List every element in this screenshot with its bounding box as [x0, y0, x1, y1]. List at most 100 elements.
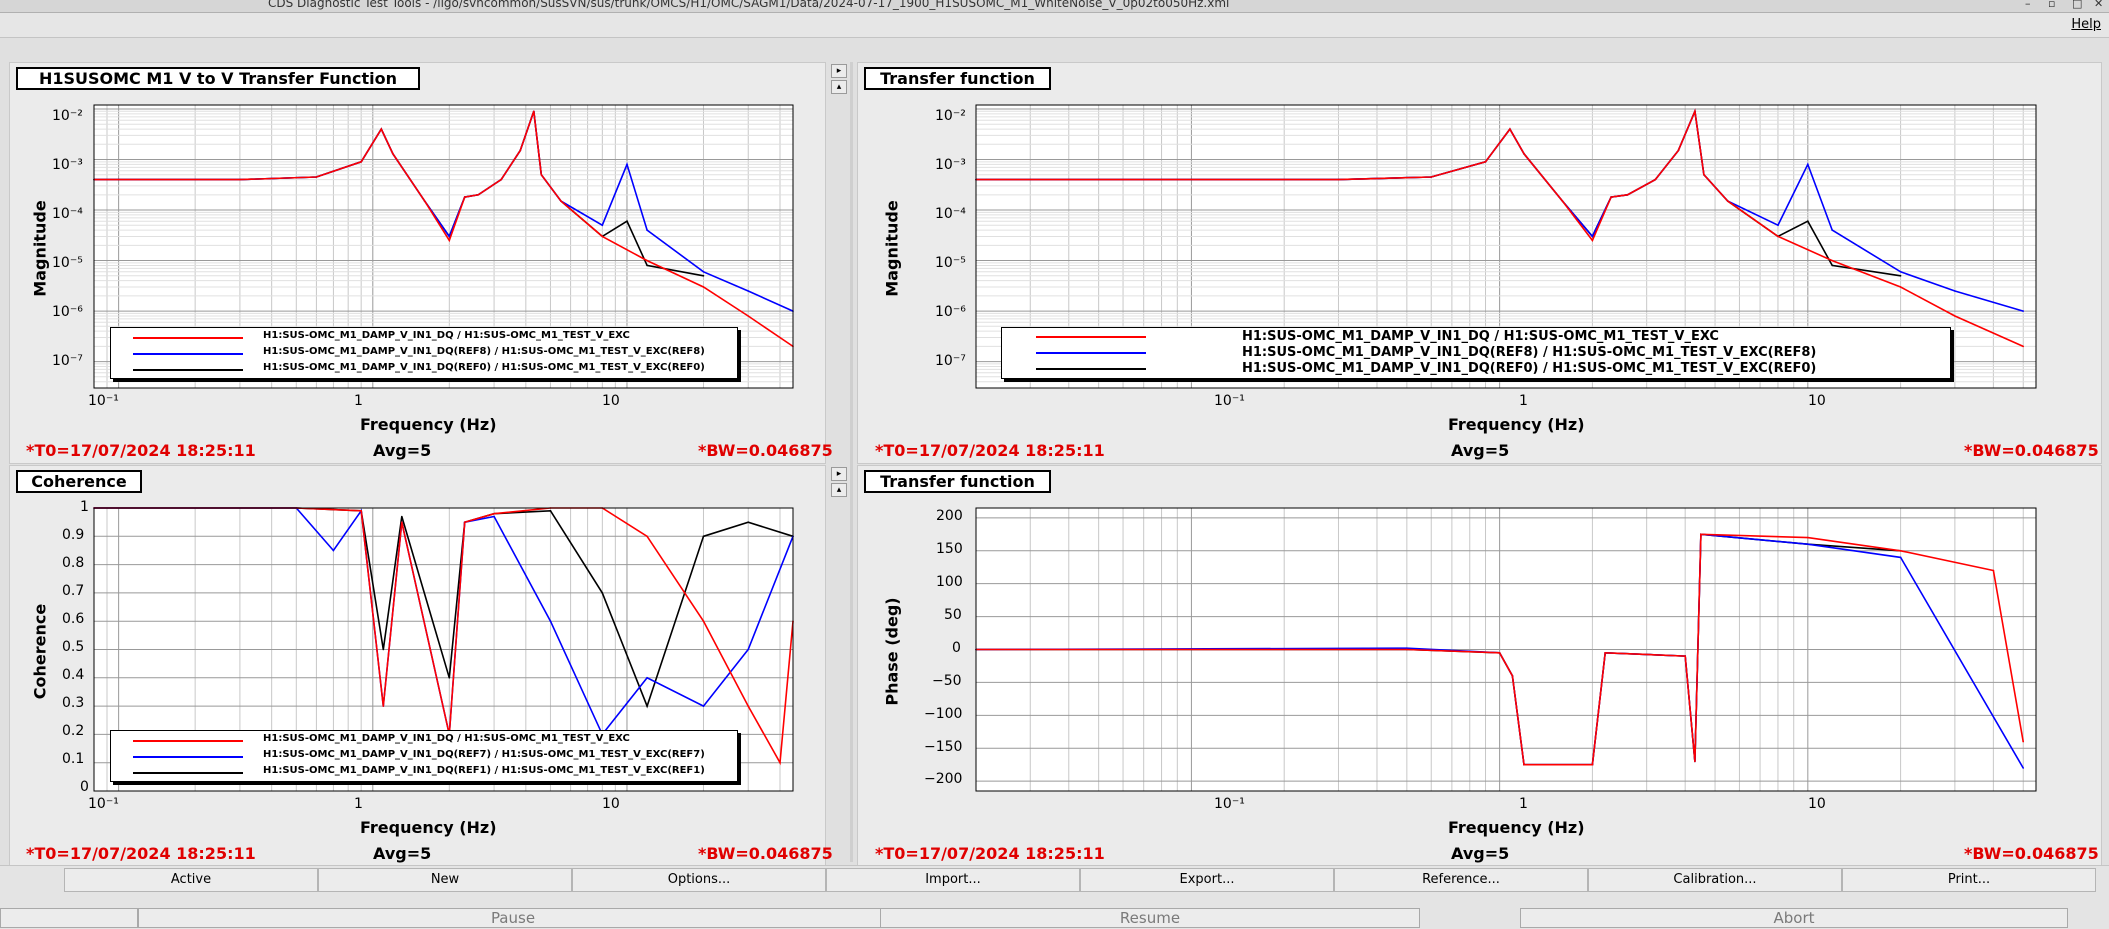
y-tick-label: 0.6 — [62, 611, 85, 627]
avg-label: Avg=5 — [1451, 844, 1510, 863]
data-point-black — [646, 705, 648, 707]
data-point-red — [401, 521, 403, 523]
y-tick-label: 10⁻⁵ — [52, 255, 83, 271]
tf-magnitude-panel: H1SUSOMC M1 V to V Transfer Function H1:… — [9, 62, 833, 464]
data-point-blue — [549, 620, 552, 622]
splitter-right-arrow-bottom[interactable]: ▸ — [831, 467, 847, 481]
splitter-up-arrow-bottom[interactable]: ▴ — [831, 483, 847, 497]
import-button[interactable]: Import... — [826, 868, 1080, 892]
y-tick-label: 10⁻⁴ — [52, 206, 83, 222]
maximize-icon[interactable]: □ — [2072, 0, 2083, 10]
data-point-black — [646, 264, 648, 267]
legend-swatch-black — [133, 772, 243, 774]
data-point-red — [360, 510, 363, 512]
data-point-red — [779, 761, 781, 764]
data-point-red — [500, 178, 503, 181]
data-point-red — [1484, 161, 1487, 163]
data-point-black — [1899, 275, 1902, 277]
data-point-red — [1511, 675, 1514, 677]
data-point-red — [646, 535, 648, 538]
data-point-red — [1406, 648, 1408, 651]
data-point-red — [315, 176, 318, 178]
x-tick-label: 10⁻¹ — [88, 796, 119, 812]
data-point-red — [382, 705, 385, 707]
y-tick-label: 10⁻² — [935, 108, 966, 124]
reference-button[interactable]: Reference... — [1334, 868, 1588, 892]
splitter-up-arrow-top[interactable]: ▴ — [831, 80, 847, 94]
y-tick-label: 10⁻³ — [935, 157, 966, 173]
legend-entry: H1:SUS-OMC_M1_DAMP_V_IN1_DQ / H1:SUS-OMC… — [263, 330, 630, 341]
data-point-red — [1523, 153, 1525, 155]
calibration-button[interactable]: Calibration... — [1588, 868, 1842, 892]
data-point-red — [1430, 176, 1432, 178]
t0-label: *T0=17/07/2024 18:25:11 — [26, 441, 256, 460]
y-axis-label: Magnitude — [882, 200, 902, 297]
chart-legend: H1:SUS-OMC_M1_DAMP_V_IN1_DQ / H1:SUS-OMC… — [110, 327, 738, 379]
data-point-red — [540, 173, 543, 176]
y-tick-label: 200 — [936, 508, 963, 524]
close-icon[interactable]: ✕ — [2094, 0, 2104, 10]
legend-entry: H1:SUS-OMC_M1_DAMP_V_IN1_DQ(REF8) / H1:S… — [1242, 345, 1817, 360]
legend-swatch-red — [133, 740, 243, 742]
data-point-red — [477, 194, 480, 196]
data-point-blue — [646, 677, 648, 679]
legend-entry: H1:SUS-OMC_M1_DAMP_V_IN1_DQ / H1:SUS-OMC… — [1242, 329, 1719, 344]
y-tick-label: 10⁻⁶ — [935, 304, 966, 320]
data-point-red — [1626, 194, 1629, 196]
vertical-splitter[interactable] — [850, 62, 853, 862]
data-point-blue — [1954, 290, 1956, 292]
panel-title: Coherence — [16, 470, 142, 493]
control-bar: Pause Resume Abort — [0, 894, 2109, 929]
help-menu[interactable]: Help — [2071, 17, 2101, 32]
data-point-blue — [493, 515, 495, 518]
data-point-red — [1694, 760, 1696, 763]
x-tick-label: 10 — [1808, 393, 1826, 409]
data-point-red — [2022, 740, 2024, 743]
restore-icon[interactable]: ▫ — [2048, 0, 2056, 10]
bw-label: *BW=0.046875 — [698, 441, 833, 460]
data-point-red — [560, 200, 562, 202]
x-tick-label: 1 — [354, 393, 363, 409]
data-point-blue — [1899, 271, 1902, 273]
data-point-red — [1899, 286, 1902, 288]
new-button[interactable]: New — [318, 868, 572, 892]
y-tick-label: 0.5 — [62, 639, 85, 655]
y-tick-label: 10⁻⁷ — [52, 353, 83, 369]
control-bar-spacer-left — [0, 908, 138, 928]
data-point-black — [1831, 264, 1833, 267]
y-tick-label: 150 — [936, 541, 963, 557]
data-point-black — [601, 592, 604, 594]
bw-label: *BW=0.046875 — [1964, 844, 2099, 863]
data-point-red — [392, 153, 394, 155]
x-tick-label: 10⁻¹ — [1214, 393, 1245, 409]
data-point-red — [1703, 173, 1705, 176]
plot-area[interactable] — [976, 508, 2036, 791]
export-button[interactable]: Export... — [1080, 868, 1334, 892]
data-point-blue — [747, 648, 749, 651]
data-point-black — [702, 275, 705, 277]
y-tick-label: −200 — [924, 771, 963, 787]
minimize-icon[interactable]: – — [2025, 0, 2031, 10]
chart-legend: H1:SUS-OMC_M1_DAMP_V_IN1_DQ / H1:SUS-OMC… — [1001, 327, 1951, 379]
active-button[interactable]: Active — [64, 868, 318, 892]
window-title: CDS Diagnostic Test Tools - /ligo/svncom… — [268, 0, 1230, 10]
panel-title: Transfer function — [864, 470, 1051, 493]
legend-entry: H1:SUS-OMC_M1_DAMP_V_IN1_DQ / H1:SUS-OMC… — [263, 733, 630, 744]
x-tick-label: 1 — [1519, 393, 1528, 409]
print-button[interactable]: Print... — [1842, 868, 2096, 892]
y-tick-label: 10⁻³ — [52, 157, 83, 173]
y-axis-label: Magnitude — [30, 200, 50, 297]
data-point-blue — [702, 271, 705, 273]
data-point-red — [360, 161, 363, 163]
y-tick-label: 0 — [80, 779, 89, 795]
x-axis-label: Frequency (Hz) — [1448, 818, 1585, 837]
y-tick-label: 50 — [944, 607, 962, 623]
resume-button[interactable]: Resume — [880, 908, 1420, 928]
options-button[interactable]: Options... — [572, 868, 826, 892]
data-point-blue — [1591, 235, 1594, 238]
data-point-red — [1694, 110, 1696, 113]
data-point-blue — [601, 224, 604, 226]
splitter-right-arrow-top[interactable]: ▸ — [831, 64, 847, 78]
pause-button[interactable]: Pause — [138, 908, 888, 928]
abort-button[interactable]: Abort — [1520, 908, 2068, 928]
